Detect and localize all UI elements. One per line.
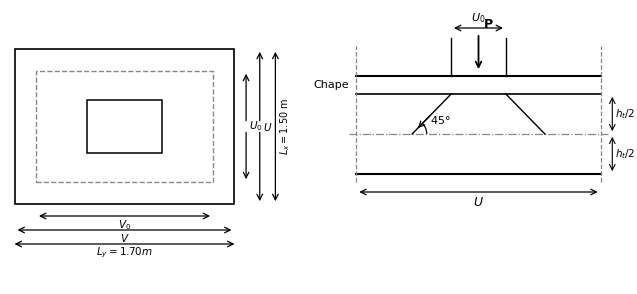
Text: $h_t/2$: $h_t/2$ bbox=[615, 147, 636, 161]
Text: $L_x=1.50$ m: $L_x=1.50$ m bbox=[278, 98, 292, 155]
Bar bbox=[36, 71, 213, 182]
Text: $U$: $U$ bbox=[262, 121, 272, 133]
Text: $45°$: $45°$ bbox=[430, 114, 450, 126]
Text: $h_t/2$: $h_t/2$ bbox=[615, 107, 636, 121]
Text: $\bf{P}$: $\bf{P}$ bbox=[483, 18, 494, 31]
Text: $L_y=1.70m$: $L_y=1.70m$ bbox=[96, 246, 153, 260]
Text: $V_0$: $V_0$ bbox=[118, 218, 131, 232]
Bar bbox=[87, 100, 162, 153]
Text: $U$: $U$ bbox=[473, 196, 484, 209]
Text: $U_0$: $U_0$ bbox=[471, 11, 486, 25]
Bar bbox=[15, 49, 234, 204]
Text: Chape: Chape bbox=[313, 80, 348, 90]
Text: $U_0$: $U_0$ bbox=[249, 120, 262, 133]
Text: $V$: $V$ bbox=[120, 232, 129, 244]
